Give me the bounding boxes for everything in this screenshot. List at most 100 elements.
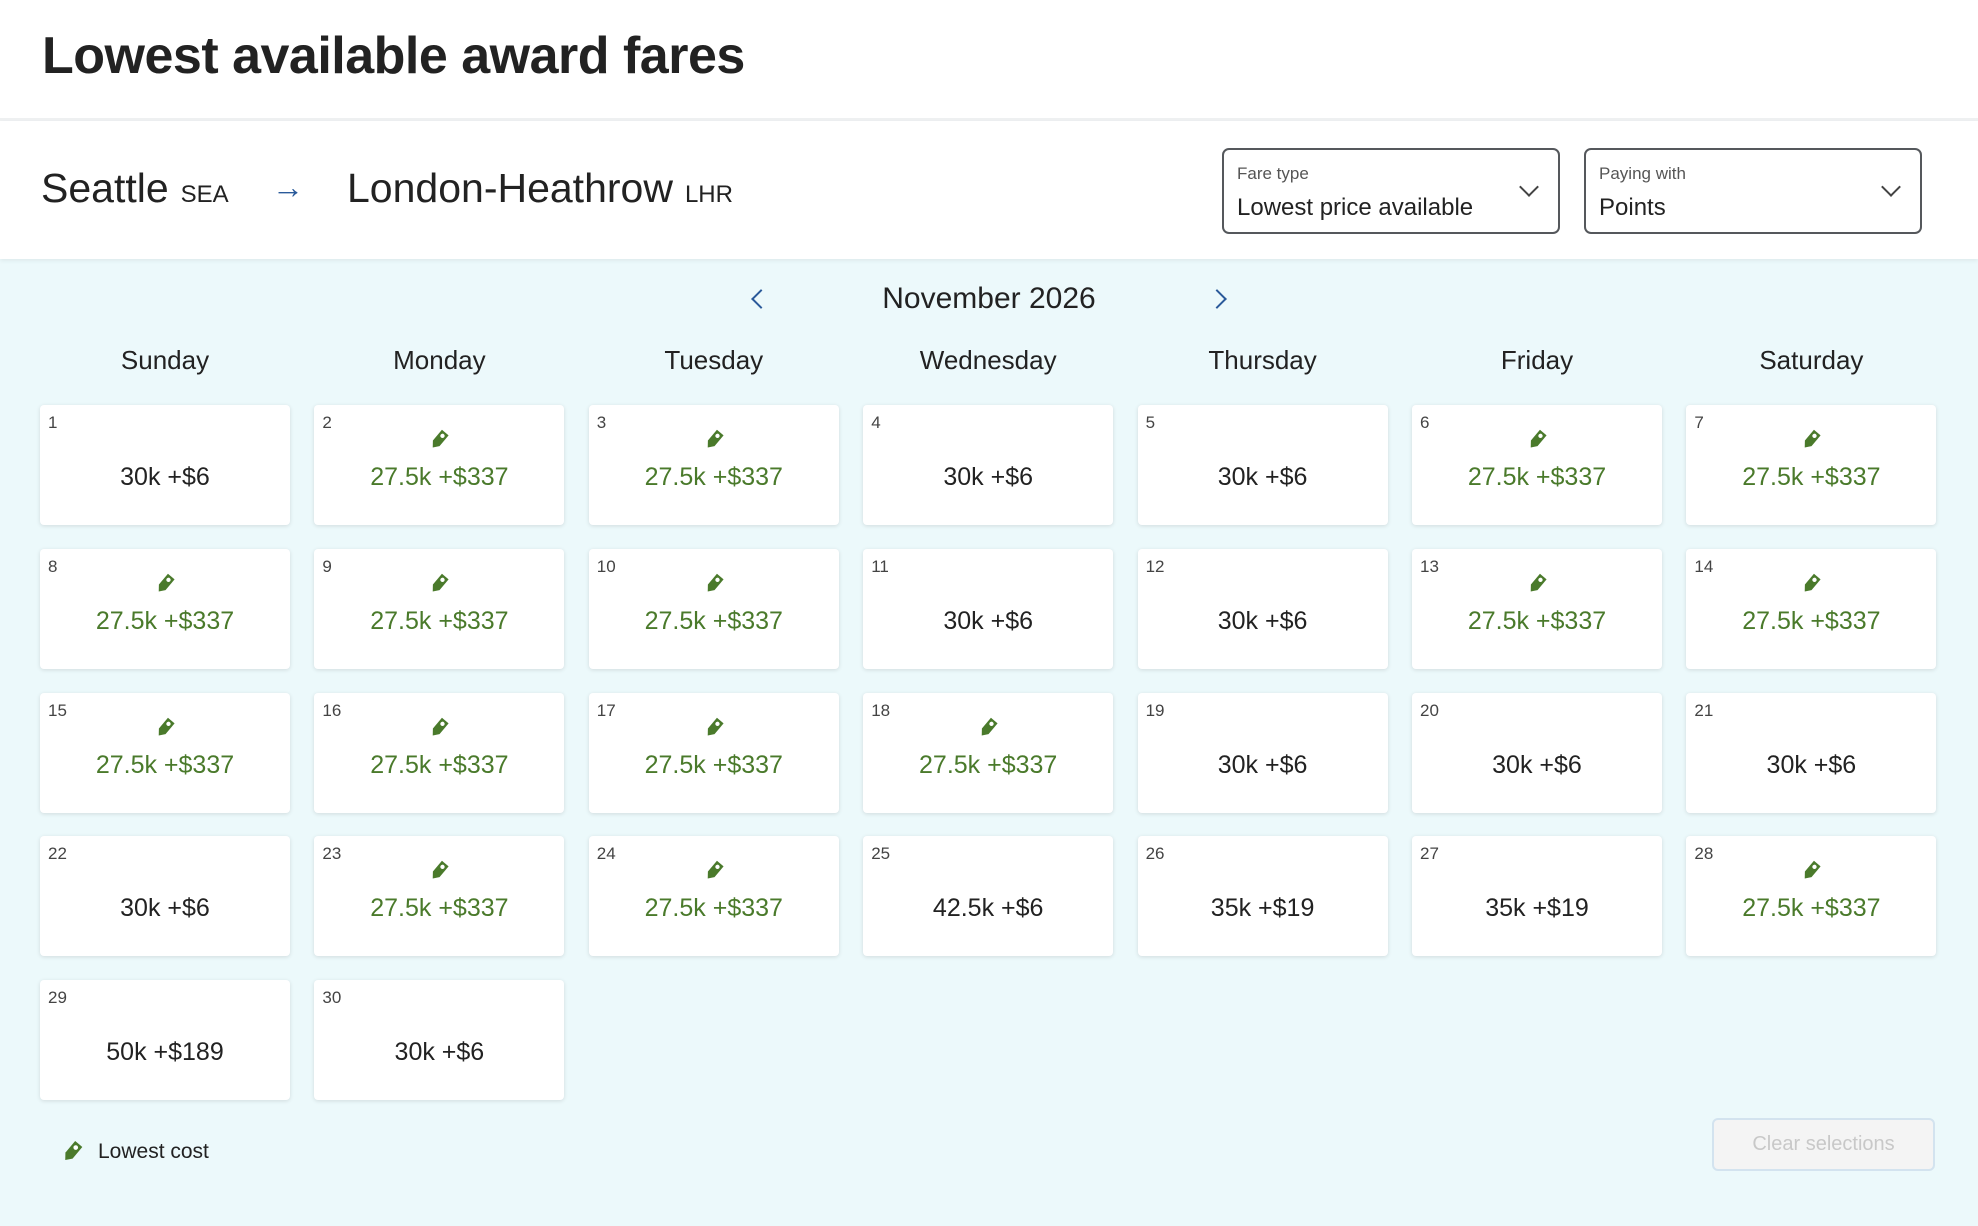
day-price: 27.5k +$337 [370, 463, 509, 491]
fare-type-select[interactable]: Fare type Lowest price available [1222, 148, 1560, 234]
origin-code: SEA [180, 181, 229, 208]
price-tag-icon [152, 571, 178, 597]
day-price: 30k +$6 [1217, 606, 1308, 635]
day-price: 27.5k +$337 [370, 750, 509, 779]
day-number: 4 [871, 413, 881, 432]
day-number: 6 [1420, 413, 1430, 432]
day-cell[interactable]: 8 27.5k +$337 [40, 548, 290, 669]
destination-city: London-Heathrow [347, 165, 673, 211]
fare-type-value: Lowest price available [1237, 194, 1474, 221]
day-cell[interactable]: 2 27.5k +$337 [314, 405, 565, 525]
day-cell[interactable]: 23 27.5k +$337 [314, 836, 565, 957]
price-tag-icon [1798, 427, 1824, 453]
day-cell[interactable]: 27 35k +$19 [1412, 836, 1662, 957]
day-price: 27.5k +$337 [644, 894, 783, 923]
price-tag-icon [426, 858, 452, 884]
day-cell[interactable]: 28 27.5k +$337 [1686, 836, 1937, 957]
day-cell[interactable]: 1 30k +$6 [40, 405, 290, 525]
paying-with-select[interactable]: Paying with Points [1584, 148, 1922, 234]
day-cell[interactable]: 9 27.5k +$337 [314, 548, 565, 669]
paying-with-value: Points [1599, 194, 1666, 221]
price-tag-icon [701, 715, 727, 741]
destination-code: LHR [684, 181, 733, 208]
day-price: 30k +$6 [1217, 463, 1308, 491]
day-cell[interactable]: 3 27.5k +$337 [588, 405, 839, 525]
origin: Seattle SEA [41, 165, 229, 212]
fare-type-label: Fare type [1237, 164, 1309, 183]
day-number: 28 [1694, 844, 1714, 864]
weekday-friday: Friday [1500, 345, 1574, 375]
price-tag-icon [701, 858, 727, 884]
paying-with-label: Paying with [1599, 164, 1686, 183]
day-number: 22 [48, 844, 67, 864]
page-header: Lowest available award fares [0, 0, 1978, 121]
day-cell[interactable]: 26 35k +$19 [1137, 836, 1388, 957]
day-cell[interactable]: 11 30k +$6 [863, 548, 1114, 669]
price-tag-icon [1524, 427, 1550, 453]
day-number: 26 [1145, 844, 1165, 864]
day-number: 23 [322, 844, 342, 864]
day-cell[interactable]: 21 30k +$6 [1686, 692, 1937, 813]
day-price: 27.5k +$337 [1467, 463, 1607, 491]
day-price: 30k +$6 [1492, 750, 1582, 779]
day-price: 30k +$6 [943, 463, 1034, 491]
legend: Lowest cost [58, 1138, 209, 1166]
day-cell[interactable]: 13 27.5k +$337 [1412, 548, 1662, 669]
day-price: 27.5k +$337 [1742, 463, 1881, 491]
day-number: 3 [596, 413, 607, 432]
day-price: 27.5k +$337 [1742, 606, 1881, 635]
route-bar: Seattle SEA → London-Heathrow LHR Fare typ… [0, 121, 1978, 259]
day-price: 27.5k +$337 [919, 750, 1058, 779]
day-cell[interactable]: 20 30k +$6 [1412, 692, 1662, 813]
day-cell[interactable]: 29 50k +$189 [40, 980, 290, 1101]
day-price: 42.5k +$6 [932, 894, 1044, 923]
day-cell[interactable]: 7 27.5k +$337 [1686, 405, 1937, 525]
day-cell[interactable]: 15 27.5k +$337 [40, 692, 290, 813]
arrow-right-icon: → [272, 169, 304, 205]
weekday-sunday: Sunday [120, 345, 210, 375]
day-cell[interactable]: 30 30k +$6 [314, 980, 565, 1101]
day-number: 29 [48, 988, 67, 1008]
day-cell[interactable]: 25 42.5k +$6 [863, 836, 1114, 957]
day-number: 30 [322, 988, 342, 1008]
price-tag-icon [426, 715, 452, 741]
page-title: Lowest available award fares [42, 27, 745, 85]
clear-selections-button[interactable]: Clear selections [1712, 1118, 1935, 1171]
day-price: 50k +$189 [106, 1038, 224, 1067]
day-cell[interactable]: 10 27.5k +$337 [588, 548, 839, 669]
day-cell[interactable]: 16 27.5k +$337 [314, 692, 565, 813]
day-cell[interactable]: 14 27.5k +$337 [1686, 548, 1937, 669]
day-cell[interactable]: 12 30k +$6 [1137, 548, 1388, 669]
day-price: 35k +$19 [1210, 894, 1315, 923]
day-price: 30k +$6 [394, 1038, 485, 1067]
day-price: 27.5k +$337 [95, 750, 235, 779]
day-cell[interactable]: 17 27.5k +$337 [588, 692, 839, 813]
day-cell[interactable]: 4 30k +$6 [863, 405, 1114, 525]
price-tag-icon [701, 571, 727, 597]
day-price: 30k +$6 [1217, 750, 1308, 779]
weekday-wednesday: Wednesday [919, 345, 1057, 375]
day-number: 7 [1694, 413, 1704, 432]
destination: London-Heathrow LHR [347, 165, 733, 212]
day-cell[interactable]: 6 27.5k +$337 [1412, 405, 1662, 525]
day-cell[interactable]: 18 27.5k +$337 [863, 692, 1114, 813]
day-price: 27.5k +$337 [644, 606, 783, 635]
price-tag-icon [426, 571, 452, 597]
day-number: 27 [1420, 844, 1439, 864]
weekday-monday: Monday [393, 345, 486, 375]
day-cell[interactable]: 24 27.5k +$337 [588, 836, 839, 957]
origin-city: Seattle [41, 165, 169, 211]
day-number: 1 [48, 413, 58, 432]
price-tag-icon [1524, 571, 1550, 597]
day-price: 27.5k +$337 [370, 894, 509, 923]
day-number: 21 [1694, 700, 1714, 720]
day-cell[interactable]: 5 30k +$6 [1137, 405, 1388, 525]
day-price: 27.5k +$337 [1742, 894, 1881, 923]
day-cell[interactable]: 19 30k +$6 [1137, 692, 1388, 813]
day-number: 2 [322, 413, 332, 432]
weekday-tuesday: Tuesday [664, 345, 764, 375]
day-price: 30k +$6 [120, 894, 210, 923]
day-number: 9 [322, 556, 332, 576]
day-cell[interactable]: 22 30k +$6 [40, 836, 290, 957]
day-number: 14 [1694, 556, 1714, 576]
